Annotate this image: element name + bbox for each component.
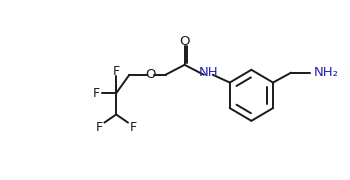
Text: O: O — [145, 68, 156, 81]
Text: F: F — [96, 121, 103, 134]
Text: F: F — [129, 121, 136, 134]
Text: F: F — [113, 65, 120, 78]
Text: F: F — [93, 87, 100, 100]
Text: O: O — [179, 35, 190, 48]
Text: NH₂: NH₂ — [313, 66, 338, 79]
Text: NH: NH — [198, 66, 218, 79]
